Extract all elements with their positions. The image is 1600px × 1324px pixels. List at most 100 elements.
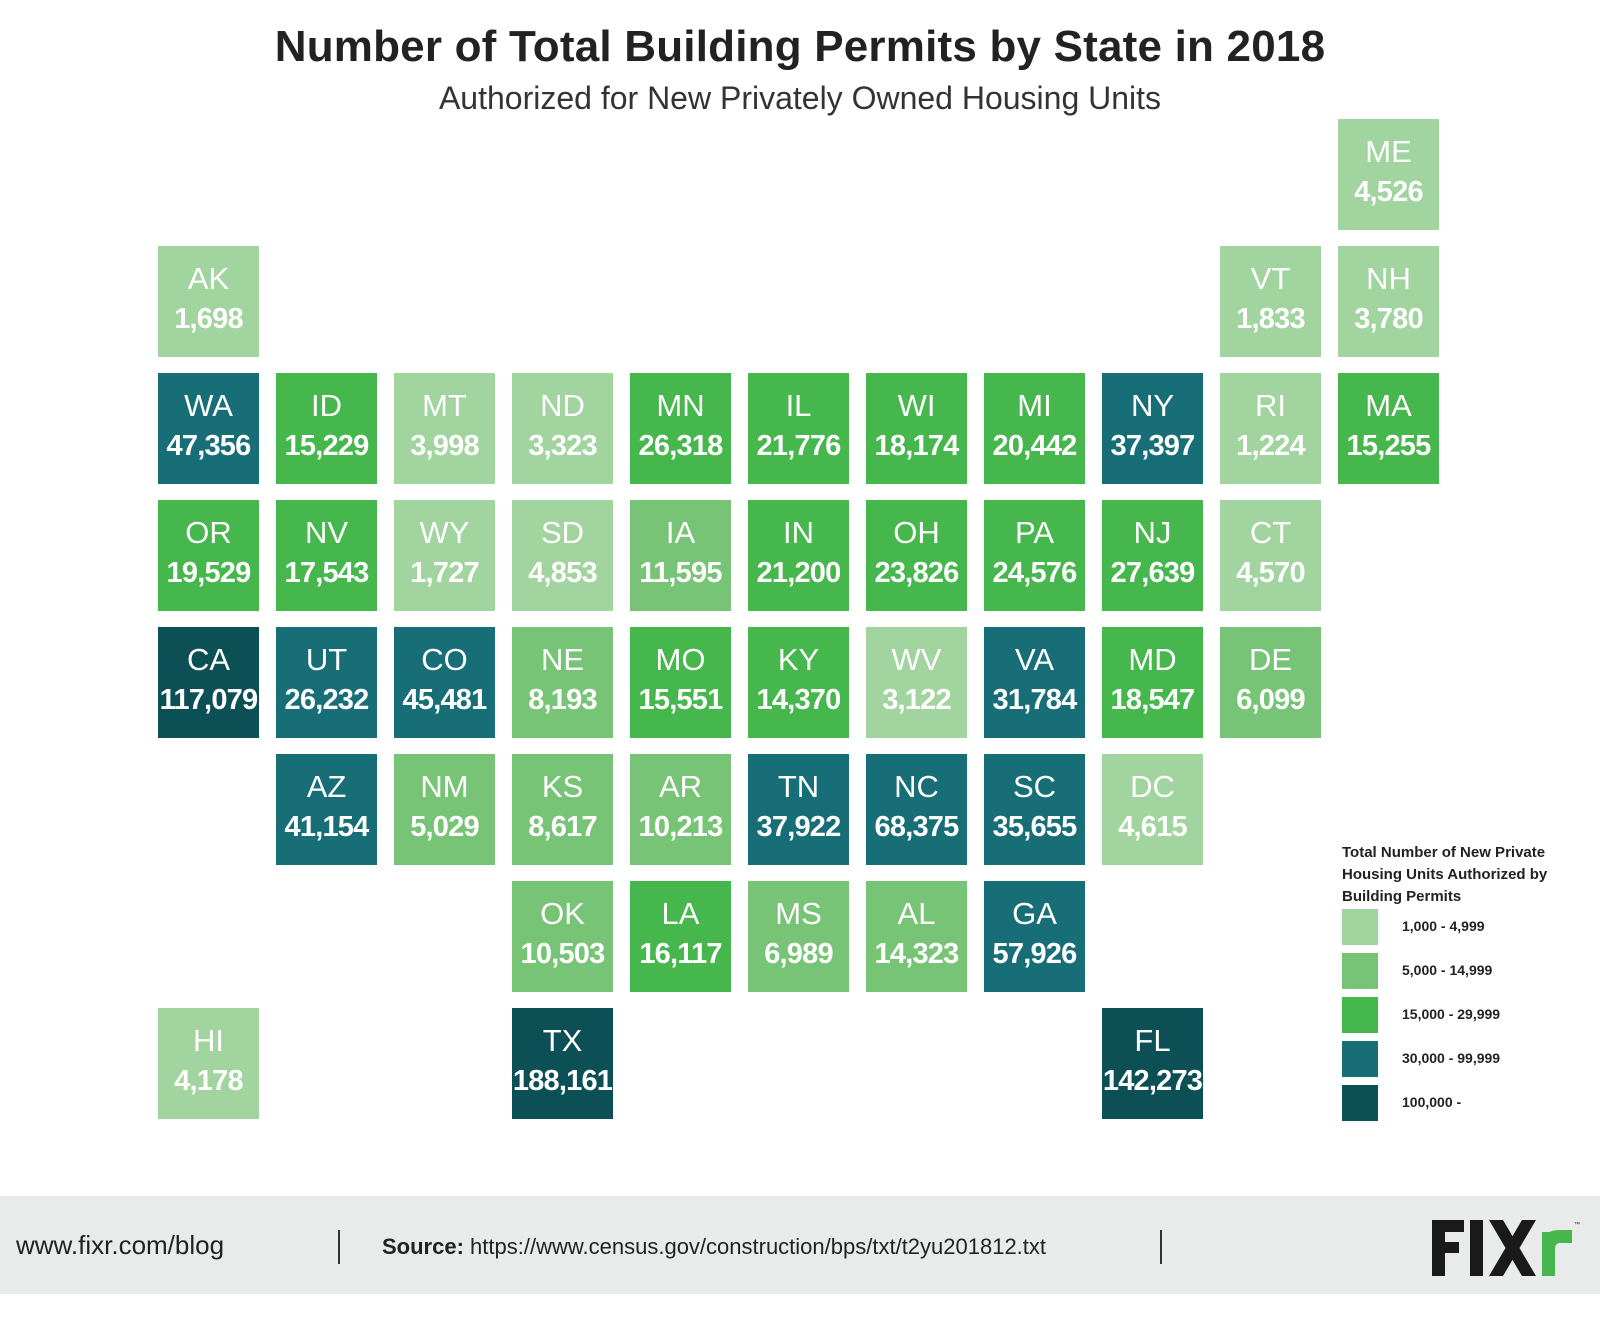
state-value: 4,526 (1354, 176, 1423, 208)
state-abbr: WV (891, 642, 942, 677)
state-tile-ga: GA 57,926 (984, 881, 1085, 992)
state-value: 4,570 (1236, 557, 1305, 589)
state-value: 45,481 (402, 684, 488, 716)
state-value: 16,117 (639, 938, 722, 970)
state-tile-ia: IA 11,595 (630, 500, 731, 611)
svg-text:™: ™ (1574, 1221, 1580, 1228)
state-abbr: OR (185, 515, 232, 550)
state-tile-ak: AK 1,698 (158, 246, 259, 357)
state-abbr: NJ (1133, 515, 1172, 550)
state-abbr: MD (1128, 642, 1177, 677)
page-title: Number of Total Building Permits by Stat… (274, 22, 1326, 71)
state-tile-ct: CT 4,570 (1220, 500, 1321, 611)
state-value: 1,833 (1236, 303, 1305, 335)
state-abbr: MO (655, 642, 706, 677)
legend-label: 15,000 - 29,999 (1402, 1006, 1501, 1022)
state-tile-mn: MN 26,318 (630, 373, 731, 484)
state-abbr: DE (1248, 642, 1293, 677)
state-abbr: VA (1014, 642, 1055, 677)
state-abbr: IN (783, 515, 814, 550)
state-value: 15,551 (638, 684, 724, 716)
state-abbr: OK (540, 896, 585, 931)
legend-swatch (1342, 1085, 1378, 1121)
source-url[interactable]: https://www.census.gov/construction/bps/… (470, 1234, 1047, 1259)
state-tile-id: ID 15,229 (276, 373, 377, 484)
state-tile-ms: MS 6,989 (748, 881, 849, 992)
state-abbr: CT (1249, 515, 1292, 550)
state-value: 35,655 (992, 811, 1078, 843)
legend-label: 1,000 - 4,999 (1402, 918, 1485, 934)
state-tile-oh: OH 23,826 (866, 500, 967, 611)
state-tile-vt: VT 1,833 (1220, 246, 1321, 357)
state-abbr: MT (422, 388, 467, 423)
state-abbr: KY (777, 642, 820, 677)
state-value: 14,323 (874, 938, 960, 970)
state-value: 27,639 (1110, 557, 1196, 589)
state-abbr: HI (193, 1023, 224, 1058)
state-abbr: UT (305, 642, 348, 677)
state-tile-ri: RI 1,224 (1220, 373, 1321, 484)
state-abbr: NE (540, 642, 585, 677)
state-abbr: RI (1255, 388, 1286, 423)
state-abbr: LA (661, 896, 700, 931)
state-tile-pa: PA 24,576 (984, 500, 1085, 611)
footer-url[interactable]: www.fixr.com/blog (16, 1230, 225, 1260)
state-tile-az: AZ 41,154 (276, 754, 377, 865)
legend-item: 5,000 - 14,999 (1342, 953, 1592, 989)
footer-divider (338, 1230, 340, 1264)
state-value: 10,213 (638, 811, 724, 843)
state-value: 1,224 (1236, 430, 1305, 462)
state-tile-ca: CA 117,079 (158, 627, 259, 738)
state-tile-ny: NY 37,397 (1102, 373, 1203, 484)
state-value: 1,727 (410, 557, 479, 589)
footer: www.fixr.com/blog Source: https://www.ce… (0, 1196, 1600, 1294)
state-value: 4,178 (174, 1065, 243, 1097)
legend-title: Total Number of New Private Housing Unit… (1342, 844, 1548, 905)
state-value: 18,174 (874, 430, 960, 462)
state-tile-nh: NH 3,780 (1338, 246, 1439, 357)
state-abbr: ID (311, 388, 342, 423)
state-abbr: ND (540, 388, 585, 423)
state-value: 47,356 (166, 430, 252, 462)
state-value: 10,503 (520, 938, 606, 970)
source-label: Source: (382, 1234, 464, 1259)
page-subtitle: Authorized for New Privately Owned Housi… (438, 80, 1162, 116)
state-abbr: CO (421, 642, 468, 677)
state-value: 117,079 (159, 684, 258, 716)
legend-item: 1,000 - 4,999 (1342, 909, 1592, 945)
footer-divider (1160, 1230, 1162, 1264)
state-tile-ar: AR 10,213 (630, 754, 731, 865)
legend-item: 100,000 - (1342, 1085, 1592, 1121)
state-value: 18,547 (1110, 684, 1196, 716)
state-abbr: IA (665, 515, 696, 550)
state-tile-nv: NV 17,543 (276, 500, 377, 611)
state-tile-ks: KS 8,617 (512, 754, 613, 865)
state-abbr: VT (1250, 261, 1291, 296)
state-tile-or: OR 19,529 (158, 500, 259, 611)
state-tile-nc: NC 68,375 (866, 754, 967, 865)
legend-label: 100,000 - (1402, 1094, 1462, 1110)
state-tile-tn: TN 37,922 (748, 754, 849, 865)
state-value: 8,193 (528, 684, 597, 716)
state-tile-ut: UT 26,232 (276, 627, 377, 738)
state-tile-va: VA 31,784 (984, 627, 1085, 738)
state-abbr: IL (785, 388, 812, 423)
state-abbr: WA (184, 388, 233, 423)
state-value: 5,029 (410, 811, 479, 843)
state-value: 3,998 (410, 430, 479, 462)
state-tile-mo: MO 15,551 (630, 627, 731, 738)
state-value: 3,122 (882, 684, 951, 716)
state-value: 15,255 (1346, 430, 1432, 462)
state-value: 20,442 (992, 430, 1078, 462)
state-tile-md: MD 18,547 (1102, 627, 1203, 738)
state-abbr: MN (656, 388, 705, 423)
state-abbr: NH (1366, 261, 1411, 296)
fixr-logo: ™ (1432, 1220, 1580, 1276)
legend-item: 15,000 - 29,999 (1342, 997, 1592, 1033)
state-abbr: AL (897, 896, 936, 931)
state-abbr: OH (893, 515, 940, 550)
state-abbr: AK (187, 261, 230, 296)
state-value: 37,922 (756, 811, 842, 843)
state-abbr: SC (1012, 769, 1057, 804)
state-value: 14,370 (756, 684, 842, 716)
